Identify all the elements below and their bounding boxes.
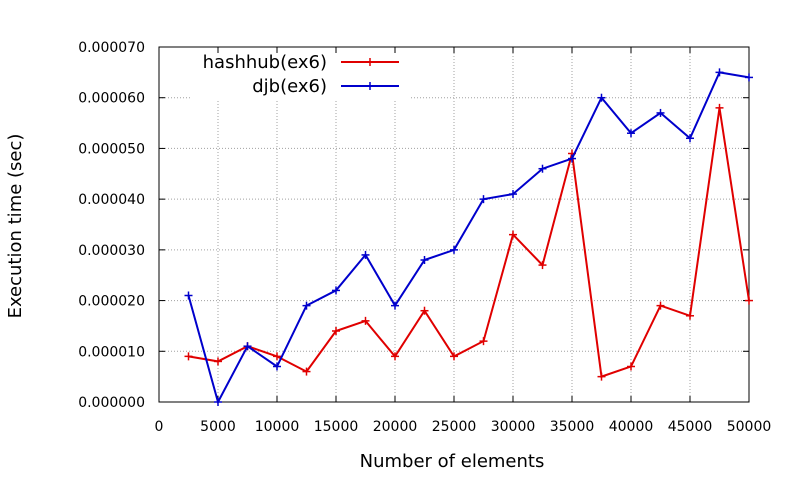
data-point — [479, 337, 488, 346]
x-tick-label: 30000 — [491, 419, 536, 435]
legend-entry-1: djb(ex6) — [252, 76, 399, 97]
legend-label: djb(ex6) — [252, 76, 327, 97]
data-point — [509, 190, 517, 199]
x-tick-label: 5000 — [200, 419, 236, 435]
data-point — [450, 352, 458, 361]
data-point — [243, 342, 252, 351]
data-point — [745, 296, 753, 305]
legend-entry-0: hashhub(ex6) — [203, 52, 399, 73]
series-0 — [184, 103, 753, 381]
y-tick-label: 0.000030 — [78, 243, 145, 259]
data-point — [538, 261, 547, 270]
y-tick-label: 0.000050 — [78, 141, 145, 157]
data-point — [214, 398, 222, 406]
x-tick-label: 50000 — [727, 419, 772, 435]
data-point — [450, 245, 458, 254]
y-tick-label: 0.000040 — [78, 192, 145, 208]
data-point — [656, 108, 665, 117]
data-point — [184, 352, 193, 361]
series-line-0 — [188, 107, 750, 378]
series-line-1 — [187, 71, 750, 405]
y-axis-title: Execution time (sec) — [5, 134, 26, 319]
data-point — [745, 73, 753, 82]
data-point — [686, 134, 694, 143]
x-tick-label: 40000 — [609, 419, 654, 435]
data-point — [391, 301, 399, 310]
data-point — [184, 291, 193, 300]
data-point — [420, 256, 429, 264]
data-point — [715, 68, 724, 77]
series-1 — [184, 68, 753, 406]
data-point — [361, 316, 370, 325]
data-point — [273, 362, 281, 371]
x-tick-label: 20000 — [373, 419, 418, 435]
data-point — [479, 195, 488, 204]
data-point — [273, 352, 281, 361]
x-tick-label: 10000 — [255, 419, 300, 435]
x-tick-labels: 0 5000 10000 15000 20000 25000 30000 35000 40000… — [155, 419, 772, 435]
data-point — [627, 129, 635, 138]
legend-box — [192, 48, 410, 100]
data-point — [597, 93, 606, 102]
y-tick-label: 0.000000 — [78, 395, 145, 411]
x-tick-label: 45000 — [668, 419, 713, 435]
data-point — [627, 362, 635, 371]
x-axis-title: Number of elements — [360, 451, 545, 472]
data-point — [686, 311, 694, 320]
series-lines — [184, 68, 753, 406]
legend-background — [192, 48, 410, 100]
y-tick-labels: 0.000000 0.000010 0.000020 0.000030 0.000040… — [78, 40, 145, 411]
data-point — [568, 154, 576, 163]
data-point — [597, 372, 606, 381]
data-point — [391, 352, 399, 361]
data-point — [420, 306, 429, 315]
data-point — [656, 301, 665, 310]
y-tick-label: 0.000020 — [78, 294, 145, 310]
x-tick-label: 15000 — [314, 419, 359, 435]
y-tick-label: 0.000010 — [78, 344, 145, 360]
data-point — [538, 164, 547, 173]
y-tick-label: 0.000060 — [78, 91, 145, 107]
data-point — [715, 103, 724, 112]
axis-ticks — [158, 46, 750, 403]
x-tick-label: 0 — [155, 419, 164, 435]
x-tick-label: 35000 — [550, 419, 595, 435]
data-point — [302, 367, 311, 376]
x-tick-label: 25000 — [432, 419, 477, 435]
data-point — [214, 357, 222, 366]
data-point — [332, 327, 340, 335]
data-point — [302, 301, 311, 310]
data-point — [509, 230, 517, 239]
data-point — [361, 250, 370, 259]
legend-label: hashhub(ex6) — [203, 52, 327, 73]
y-tick-label: 0.000070 — [78, 40, 145, 56]
data-point — [332, 286, 340, 295]
legend: hashhub(ex6) djb(ex6) — [203, 52, 399, 97]
